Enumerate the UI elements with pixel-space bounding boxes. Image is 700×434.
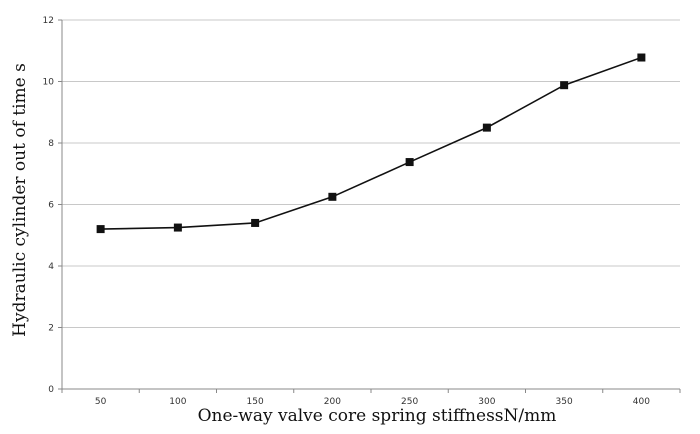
x-tick-label: 300 xyxy=(478,397,495,407)
series-line xyxy=(100,56,642,230)
data-point-marker xyxy=(96,225,105,234)
data-point-marker xyxy=(251,218,260,227)
data-point-marker xyxy=(328,192,337,201)
x-tick-label: 250 xyxy=(401,397,418,407)
x-tick-label: 200 xyxy=(324,397,341,407)
data-point-marker xyxy=(637,53,646,62)
y-tick-label: 0 xyxy=(48,385,54,395)
gridlines xyxy=(62,19,680,328)
y-tick-label: 4 xyxy=(48,262,54,272)
y-tick-label: 10 xyxy=(43,78,55,88)
x-tick-label: 350 xyxy=(556,397,573,407)
data-point-marker xyxy=(173,223,182,232)
x-tick-label: 50 xyxy=(95,397,107,407)
x-tick-label: 150 xyxy=(247,397,264,407)
y-tick-label: 8 xyxy=(48,139,54,149)
x-tick-label: 400 xyxy=(633,397,650,407)
y-tick-label: 2 xyxy=(48,324,54,334)
data-point-marker xyxy=(405,158,414,167)
data-point-marker xyxy=(560,81,569,90)
x-axis-label: One-way valve core spring stiffnessN/mm xyxy=(198,406,557,426)
x-tick-labels: 50 100 150 200 250 300 350 400 xyxy=(95,397,650,407)
y-axis-label: Hydraulic cylinder out of time s xyxy=(10,63,30,337)
series-group xyxy=(96,53,646,234)
y-tick-labels: 0 2 4 6 8 10 12 xyxy=(43,16,55,395)
axes xyxy=(58,19,681,393)
y-tick-label: 12 xyxy=(43,16,54,26)
y-tick-label: 6 xyxy=(48,201,54,211)
x-tick-label: 100 xyxy=(169,397,186,407)
data-point-marker xyxy=(482,123,491,132)
